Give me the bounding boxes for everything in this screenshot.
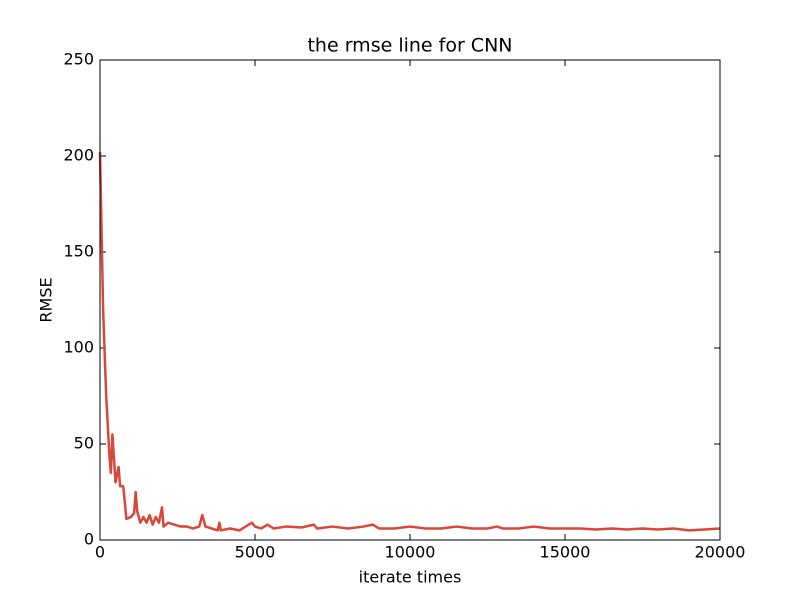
x-axis-label: iterate times xyxy=(359,568,462,587)
y-tick-label: 0 xyxy=(84,530,94,549)
y-tick-label: 50 xyxy=(74,434,94,453)
plot-area: 0 50 100 150 200 250 0 5000 10000 15000 20000 xyxy=(63,50,745,562)
y-tick-label: 100 xyxy=(63,338,94,357)
chart-title: the rmse line for CNN xyxy=(307,35,512,57)
x-tick-label: 5000 xyxy=(235,543,276,562)
data-line xyxy=(98,152,721,532)
y-tick-label: 150 xyxy=(63,242,94,261)
y-axis-label: RMSE xyxy=(37,277,56,322)
plot-frame xyxy=(99,59,721,541)
y-tick-label: 200 xyxy=(63,146,94,165)
x-tick-label: 10000 xyxy=(385,543,436,562)
y-tick-label: 250 xyxy=(63,50,94,69)
x-tick-label: 15000 xyxy=(540,543,591,562)
x-tick-label: 0 xyxy=(95,543,105,562)
x-tick-label: 20000 xyxy=(695,543,746,562)
